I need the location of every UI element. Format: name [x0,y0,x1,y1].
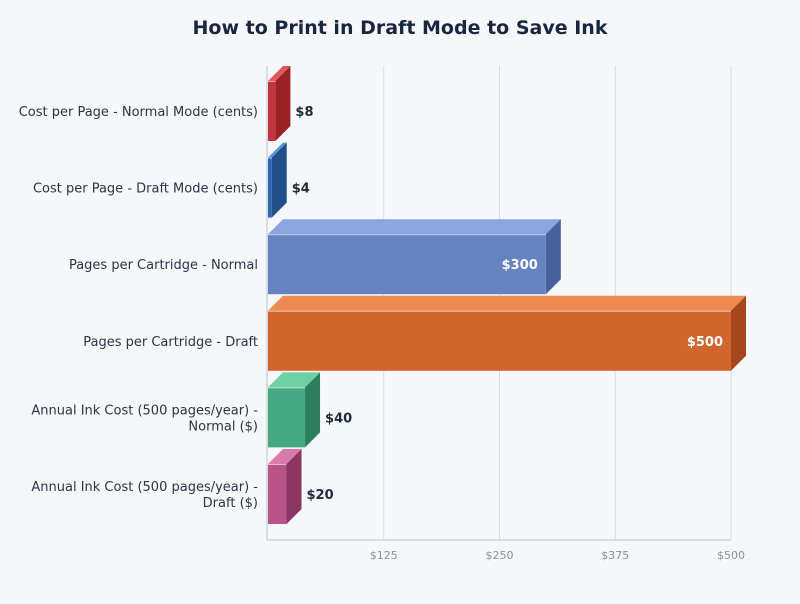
category-label-line: Pages per Cartridge - Draft [83,335,258,350]
bar-front-face [268,464,287,524]
bar-side-face [286,449,302,524]
category-label-line: Cost per Page - Normal Mode (cents) [19,105,258,120]
data-label: $4 [292,182,310,197]
bar-top-face [268,66,291,81]
bar-front-face [268,81,276,141]
bar-side-face [271,142,287,218]
data-label: $300 [502,258,538,273]
x-tick-label: $500 [717,549,745,562]
bar-top-face [268,372,321,388]
bar-side-face [731,295,746,371]
category-label: Annual Ink Cost (500 pages/year) -Normal… [31,403,258,434]
category-label: Cost per Page - Normal Mode (cents) [19,105,258,120]
bar [268,142,287,218]
data-label: $8 [295,105,313,120]
chart-title: How to Print in Draft Mode to Save Ink [193,17,608,39]
bar [268,66,291,141]
bar-top-face [268,449,302,464]
category-label-line: Cost per Page - Draft Mode (cents) [33,182,258,197]
x-tick-label: $375 [601,549,629,562]
bar-front-face [268,310,731,371]
bar-side-face [545,219,561,295]
bar-front-face [268,387,306,448]
bar-front-face [268,234,546,295]
bar-front-face [268,157,272,218]
category-label: Pages per Cartridge - Draft [83,335,258,350]
category-label-line: Annual Ink Cost (500 pages/year) - [31,403,258,418]
bar-top-face [268,219,561,235]
bar-side-face [275,66,291,141]
category-label-line: Draft ($) [203,496,258,511]
category-label-line: Normal ($) [188,419,258,434]
data-label: $500 [687,335,723,350]
category-label: Cost per Page - Draft Mode (cents) [33,182,258,197]
category-label: Pages per Cartridge - Normal [69,258,258,273]
bar [268,372,321,448]
bar-top-face [268,142,287,158]
data-label: $20 [307,488,334,503]
category-label-line: Pages per Cartridge - Normal [69,258,258,273]
category-label-line: Annual Ink Cost (500 pages/year) - [31,480,258,495]
x-tick-label: $250 [486,549,514,562]
bar [268,295,746,371]
data-label: $40 [325,411,352,426]
x-tick-label: $125 [370,549,398,562]
bar [268,449,302,524]
bar-side-face [305,372,321,448]
bar [268,219,561,295]
bar-top-face [268,295,746,311]
category-label: Annual Ink Cost (500 pages/year) -Draft … [31,480,258,511]
